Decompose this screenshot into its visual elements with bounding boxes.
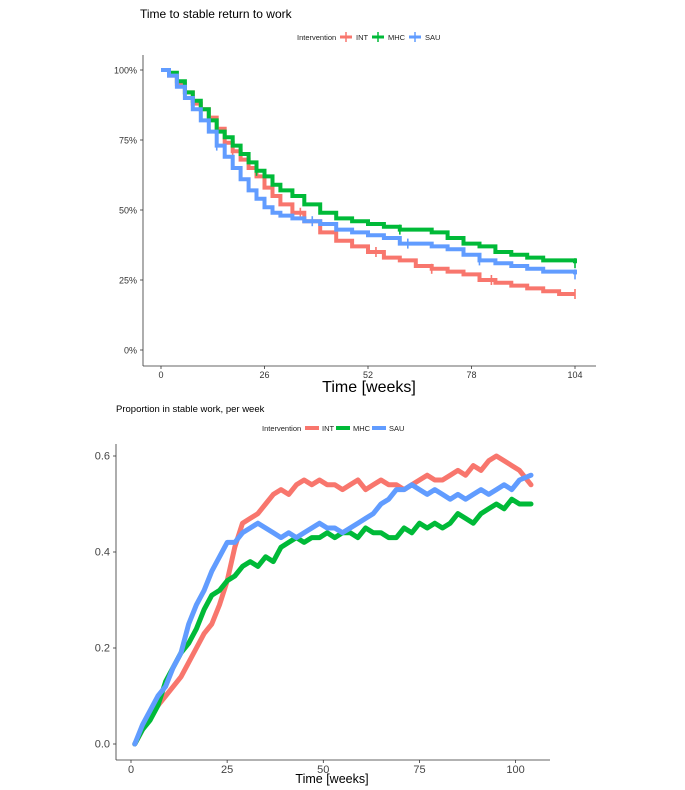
km-legend-label-mhc: MHC bbox=[388, 33, 406, 42]
km-x-axis-label: Time [weeks] bbox=[322, 379, 416, 396]
proportion-legend-item-sau: SAU bbox=[372, 424, 404, 433]
proportion-chart: Proportion in stable work, per week Inte… bbox=[95, 404, 550, 786]
proportion-y-tick-label: 0.4 bbox=[95, 547, 110, 559]
proportion-series-mhc bbox=[132, 496, 534, 747]
proportion-legend-title: Intervention bbox=[262, 424, 301, 433]
km-series-int bbox=[161, 68, 575, 296]
proportion-y-tick-label: 0.6 bbox=[95, 451, 110, 463]
proportion-legend: Intervention INT MHC SAU bbox=[262, 424, 404, 433]
km-legend-item-int: INT bbox=[340, 32, 369, 42]
proportion-x-tick-label: 50 bbox=[317, 764, 329, 776]
km-legend-item-sau: SAU bbox=[409, 32, 440, 42]
km-series-group bbox=[161, 68, 577, 299]
km-y-tick-label: 50% bbox=[119, 206, 137, 216]
km-x-tick-label: 0 bbox=[158, 370, 163, 380]
km-series-mhc bbox=[161, 68, 577, 264]
km-legend-label-sau: SAU bbox=[425, 33, 440, 42]
proportion-x-tick-label: 0 bbox=[128, 764, 134, 776]
proportion-legend-label-int: INT bbox=[322, 424, 335, 433]
proportion-y-tick-label: 0.0 bbox=[95, 739, 110, 751]
km-x-tick-label: 78 bbox=[466, 370, 476, 380]
km-y-tick-label: 75% bbox=[119, 136, 137, 146]
km-y-tick-label: 0% bbox=[124, 346, 137, 356]
km-y-tick-label: 100% bbox=[114, 66, 137, 76]
proportion-series-int bbox=[132, 453, 534, 747]
km-x-tick-label: 52 bbox=[363, 370, 373, 380]
km-legend-title: Intervention bbox=[297, 33, 336, 42]
km-legend: Intervention INT MHC SAU bbox=[297, 32, 440, 42]
km-x-tick-label: 104 bbox=[567, 370, 582, 380]
km-y-ticks: 0% 25% 50% 75% 100% bbox=[114, 66, 143, 356]
proportion-y-tick-label: 0.2 bbox=[95, 643, 110, 655]
km-series-sau bbox=[161, 68, 577, 275]
proportion-legend-label-sau: SAU bbox=[389, 424, 404, 433]
km-x-tick-label: 26 bbox=[259, 370, 269, 380]
proportion-x-tick-label: 75 bbox=[413, 764, 425, 776]
km-chart: Time to stable return to work Interventi… bbox=[114, 7, 596, 396]
km-y-tick-label: 25% bbox=[119, 276, 137, 286]
proportion-series-sau bbox=[132, 472, 534, 747]
proportion-legend-item-mhc: MHC bbox=[336, 424, 371, 433]
km-x-ticks: 0 26 52 78 104 bbox=[158, 366, 583, 380]
proportion-legend-item-int: INT bbox=[305, 424, 335, 433]
km-legend-label-int: INT bbox=[356, 33, 369, 42]
proportion-x-tick-label: 100 bbox=[506, 764, 524, 776]
proportion-series-group bbox=[132, 453, 534, 747]
proportion-chart-title: Proportion in stable work, per week bbox=[116, 404, 265, 415]
proportion-x-ticks: 0 25 50 75 100 bbox=[128, 760, 525, 776]
proportion-x-tick-label: 25 bbox=[221, 764, 233, 776]
km-chart-title: Time to stable return to work bbox=[140, 7, 293, 21]
proportion-legend-label-mhc: MHC bbox=[353, 424, 371, 433]
proportion-y-ticks: 0.0 0.2 0.4 0.6 bbox=[95, 451, 116, 751]
km-legend-item-mhc: MHC bbox=[372, 32, 406, 42]
proportion-x-axis-label: Time [weeks] bbox=[295, 772, 368, 786]
